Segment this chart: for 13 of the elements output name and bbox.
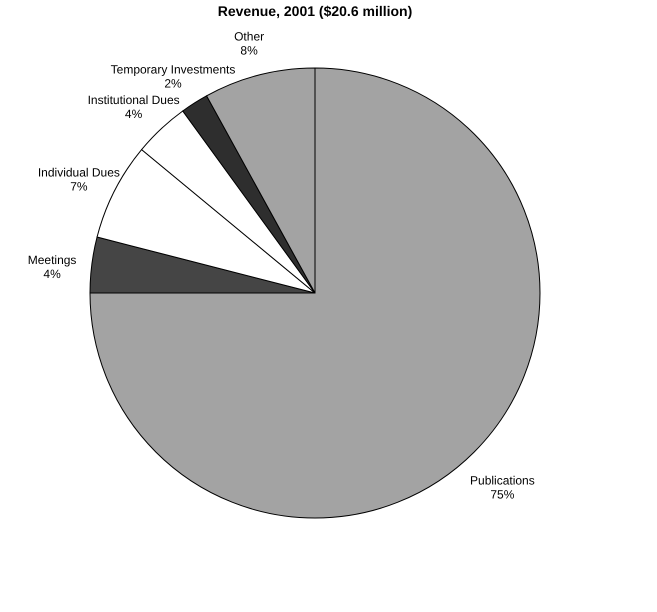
- slice-label: Temporary Investments: [110, 62, 236, 76]
- data-label: 4%: [43, 266, 62, 281]
- slice-label: Publications: [470, 473, 535, 488]
- data-label: 75%: [490, 487, 515, 502]
- slice-label: Meetings: [28, 252, 76, 267]
- slice-label: Other: [234, 29, 264, 44]
- data-label: 4%: [124, 106, 143, 121]
- data-label: 8%: [240, 43, 258, 58]
- data-label: 2%: [164, 76, 182, 90]
- chart-title: Revenue, 2001 ($20.6 million): [218, 3, 412, 19]
- data-label: 7%: [70, 180, 88, 194]
- slice-label: Individual Dues: [38, 166, 120, 180]
- slice-label: Institutional Dues: [88, 92, 180, 107]
